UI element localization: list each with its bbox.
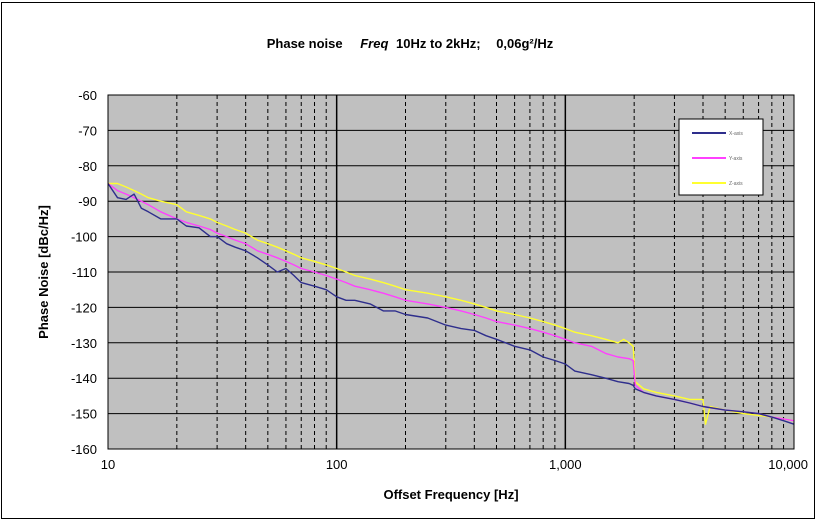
phase-noise-chart: Phase noise Freq 10Hz to 2kHz; 0,06g²/Hz… <box>36 36 808 502</box>
y-tick-label: -100 <box>71 230 97 245</box>
chart-title-part-b: Freq <box>360 36 388 51</box>
chart-title: Phase noise Freq 10Hz to 2kHz; 0,06g²/Hz <box>267 36 554 51</box>
series-lines <box>107 182 795 425</box>
chart-title-part-d: 0,06g²/Hz <box>496 36 554 51</box>
legend-entry: Y-axis <box>729 156 743 162</box>
x-tick-labels: 10 100 1,000 10,000 <box>101 457 808 472</box>
x-axis-title: Offset Frequency [Hz] <box>383 487 518 502</box>
y-tick-label: -120 <box>71 300 97 315</box>
legend-entry: Z-axis <box>729 181 743 187</box>
series-line-z-axis <box>108 182 795 425</box>
y-tick-label: -140 <box>71 371 97 386</box>
x-tick-label: 10 <box>101 457 115 472</box>
y-tick-label: -90 <box>78 194 97 209</box>
chart-title-part-c: 10Hz to 2kHz; <box>396 36 481 51</box>
x-tick-label: 10,000 <box>768 457 808 472</box>
legend: X-axis Y-axis Z-axis <box>678 118 764 196</box>
y-tick-label: -80 <box>78 159 97 174</box>
series-line-x-axis <box>107 183 795 425</box>
y-tick-label: -110 <box>72 265 97 280</box>
plot-border <box>107 94 795 450</box>
y-tick-label: -60 <box>78 88 97 103</box>
x-tick-label: 100 <box>326 457 348 472</box>
y-axis-title: Phase Noise [dBc/Hz] <box>36 205 51 339</box>
y-tick-label: -130 <box>71 336 97 351</box>
y-tick-label: -160 <box>71 442 97 457</box>
y-tick-label: -150 <box>71 407 97 422</box>
y-tick-labels: -60 -70 -80 -90 -100 -110 -120 -130 -140 -150 -160 <box>71 88 97 457</box>
legend-entry: X-axis <box>729 131 743 137</box>
chart-title-part-a: Phase noise <box>267 36 343 51</box>
y-tick-label: -70 <box>78 123 97 138</box>
x-tick-label: 1,000 <box>549 457 582 472</box>
